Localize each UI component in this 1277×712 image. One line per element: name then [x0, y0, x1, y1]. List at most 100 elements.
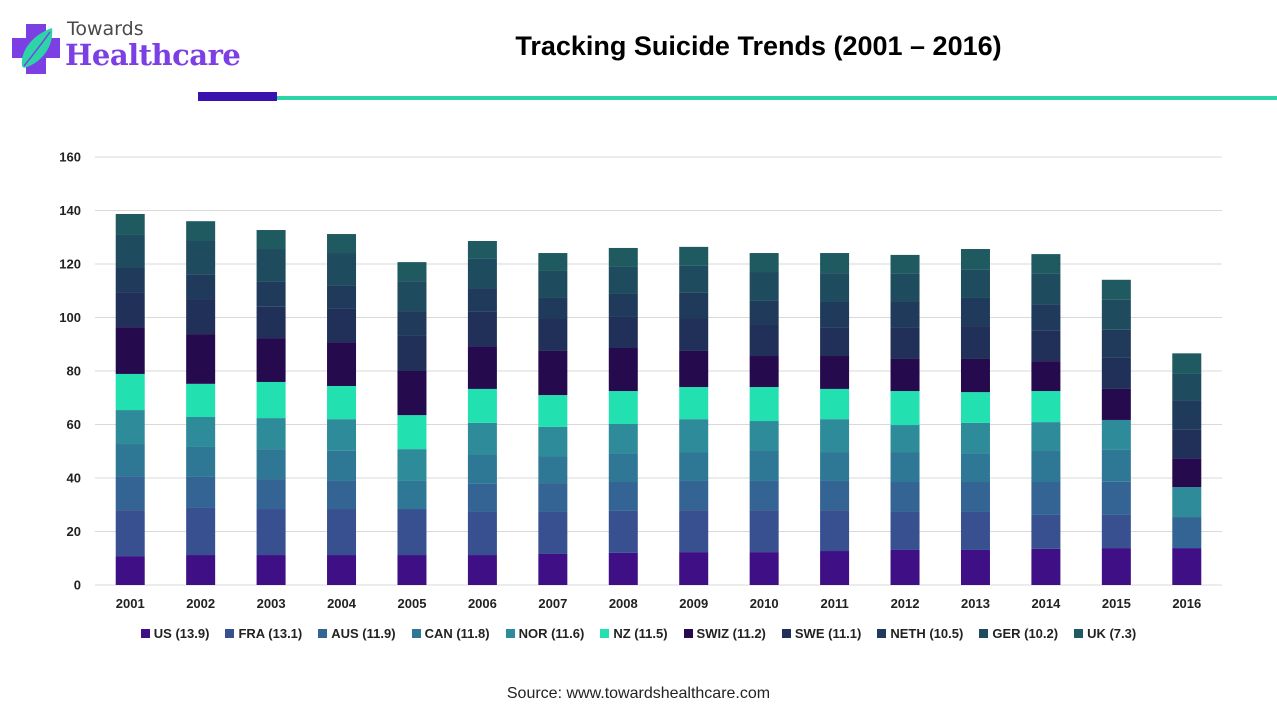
- bar-segment: [186, 334, 216, 384]
- bar-segment: [397, 449, 427, 481]
- bar-segment: [749, 253, 779, 273]
- bar-segment: [679, 552, 709, 585]
- x-tick-label: 2001: [116, 596, 145, 611]
- bar-segment: [397, 555, 427, 585]
- bar-segment: [327, 450, 357, 481]
- bar-segment: [1101, 548, 1131, 585]
- bar-segment: [890, 273, 920, 302]
- bar-segment: [679, 292, 709, 319]
- bar-segment: [186, 555, 216, 585]
- y-tick-label: 80: [67, 364, 81, 379]
- legend-swatch: [979, 629, 989, 638]
- bar-segment: [608, 482, 638, 511]
- legend-swatch: [411, 629, 421, 638]
- bar-segment: [1172, 458, 1202, 488]
- bar-segment: [820, 273, 850, 302]
- bar-segment: [467, 483, 497, 512]
- bar-segment: [679, 350, 709, 388]
- bar-segment: [820, 301, 850, 328]
- bar-segment: [327, 285, 357, 309]
- bar-segment: [256, 281, 286, 307]
- legend-swatch: [877, 629, 887, 638]
- x-axis-ticks: 2001 2002 2003 2004 2005 2006 2007 2008 2009 2010…: [116, 596, 1201, 611]
- legend-label: US (13.9): [153, 626, 210, 641]
- bar-segment: [397, 281, 427, 312]
- legend-label: CAN (11.8): [424, 626, 490, 641]
- bar-segment: [679, 265, 709, 293]
- bar-stack-2009: [679, 246, 709, 585]
- bar-segment: [467, 311, 497, 347]
- bar-segment: [1031, 361, 1061, 392]
- bar-segment: [256, 509, 286, 556]
- bar-segment: [538, 426, 568, 457]
- bar-segment: [1101, 419, 1131, 450]
- legend-item: UK (7.3): [1074, 626, 1136, 641]
- bar-segment: [1031, 304, 1061, 331]
- bar-segment: [749, 300, 779, 325]
- bar-segment: [608, 510, 638, 553]
- bar-segment: [256, 449, 286, 480]
- legend-label: NOR (11.6): [518, 626, 585, 641]
- bar-segment: [820, 452, 850, 481]
- legend-label: SWIZ (11.2): [696, 626, 766, 641]
- x-tick-label: 2007: [538, 596, 567, 611]
- y-tick-label: 120: [59, 257, 81, 272]
- bar-segment: [820, 551, 850, 585]
- bar-segment: [608, 552, 638, 585]
- bar-stack-2006: [467, 240, 497, 585]
- bar-segment: [608, 316, 638, 348]
- legend-label: UK (7.3): [1087, 626, 1137, 641]
- bar-segment: [115, 234, 145, 269]
- bar-segment: [467, 422, 497, 455]
- bar-segment: [256, 306, 286, 339]
- chart-title: Tracking Suicide Trends (2001 – 2016): [515, 31, 1002, 61]
- bar-segment: [679, 510, 709, 553]
- bar-segment: [749, 552, 779, 585]
- legend-item: NZ (11.5): [600, 626, 668, 641]
- bar-segment: [890, 391, 920, 426]
- bar-segment: [1172, 429, 1202, 459]
- bar-segment: [608, 266, 638, 294]
- bar-segment: [397, 335, 427, 371]
- bar-segment: [327, 234, 357, 254]
- x-tick-label: 2008: [609, 596, 638, 611]
- legend-item: GER (10.2): [979, 626, 1058, 641]
- bar-segment: [115, 410, 145, 445]
- bar-segment: [1031, 482, 1061, 515]
- bar-segment: [327, 555, 357, 585]
- bar-segment: [467, 555, 497, 585]
- bar-segment: [115, 444, 145, 477]
- bar-segment: [327, 509, 357, 556]
- bar-segment: [327, 385, 357, 420]
- bar-segment: [538, 270, 568, 298]
- bar-segment: [327, 419, 357, 451]
- bar-segment: [1101, 299, 1131, 330]
- legend-swatch: [505, 629, 515, 638]
- bar-segment: [538, 318, 568, 351]
- bar-segment: [115, 510, 145, 557]
- bar-segment: [256, 418, 286, 450]
- legend-swatch: [1074, 629, 1084, 638]
- bar-segment: [890, 549, 920, 585]
- legend-swatch: [318, 629, 328, 638]
- x-tick-label: 2016: [1172, 596, 1201, 611]
- bar-stack-2005: [397, 262, 427, 585]
- legend-label: SWE (11.1): [794, 626, 862, 641]
- bar-segment: [960, 482, 990, 512]
- bar-segment: [960, 358, 990, 393]
- bar-segment: [1172, 548, 1202, 585]
- bar-stack-2010: [749, 253, 779, 585]
- header-rule-purple: [198, 92, 277, 101]
- bar-segment: [327, 253, 357, 286]
- bar-segment: [749, 480, 779, 511]
- bar-segment: [256, 381, 286, 419]
- bar-segment: [890, 254, 920, 274]
- y-tick-label: 20: [67, 524, 81, 539]
- bar-segment: [256, 230, 286, 250]
- legend-label: NZ (11.5): [613, 626, 668, 641]
- bar-segment: [1031, 391, 1061, 423]
- bar-segment: [115, 373, 145, 411]
- bar-segment: [679, 387, 709, 420]
- bar-segment: [679, 419, 709, 453]
- bar-segment: [960, 422, 990, 454]
